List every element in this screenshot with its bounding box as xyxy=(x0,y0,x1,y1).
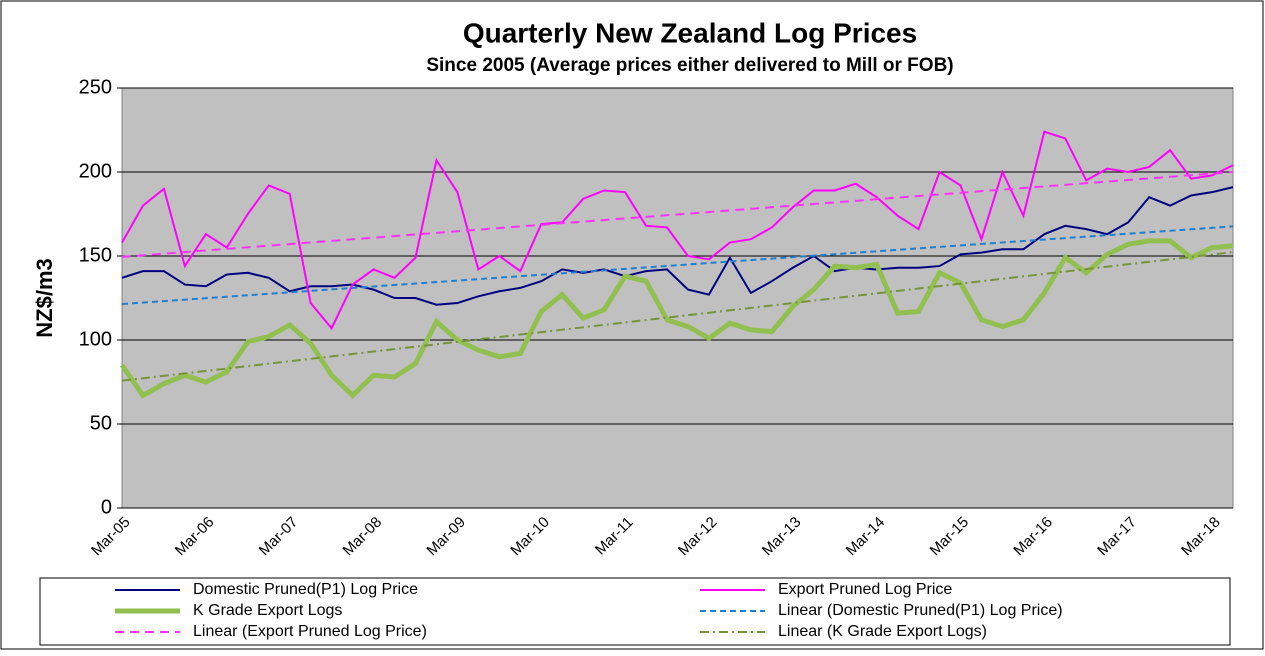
legend-label: Linear (Domestic Pruned(P1) Log Price) xyxy=(778,602,1063,619)
trend-line xyxy=(121,251,1234,382)
legend-label: Linear (Export Pruned Log Price) xyxy=(193,623,427,640)
chart-subtitle: Since 2005 (Average prices either delive… xyxy=(426,55,953,76)
y-tick-label: 150 xyxy=(79,244,112,266)
y-tick-label: 0 xyxy=(101,496,112,518)
y-axis-label: NZ$/m3 xyxy=(32,258,57,337)
legend-label: Domestic Pruned(P1) Log Price xyxy=(193,581,418,598)
legend-label: Linear (K Grade Export Logs) xyxy=(778,623,987,640)
trend-line xyxy=(121,170,1234,258)
trend-line xyxy=(121,225,1234,306)
chart-title: Quarterly New Zealand Log Prices xyxy=(463,17,917,48)
series-line xyxy=(121,130,1234,331)
y-tick-label: 50 xyxy=(90,412,112,434)
plot-area xyxy=(121,87,1234,509)
legend xyxy=(39,577,1231,646)
y-tick-label: 200 xyxy=(79,160,112,182)
legend-label: Export Pruned Log Price xyxy=(778,581,952,598)
y-tick-label: 100 xyxy=(79,328,112,350)
series-line xyxy=(119,238,1234,399)
legend-label: K Grade Export Logs xyxy=(193,602,342,619)
y-tick-label: 250 xyxy=(79,76,112,98)
